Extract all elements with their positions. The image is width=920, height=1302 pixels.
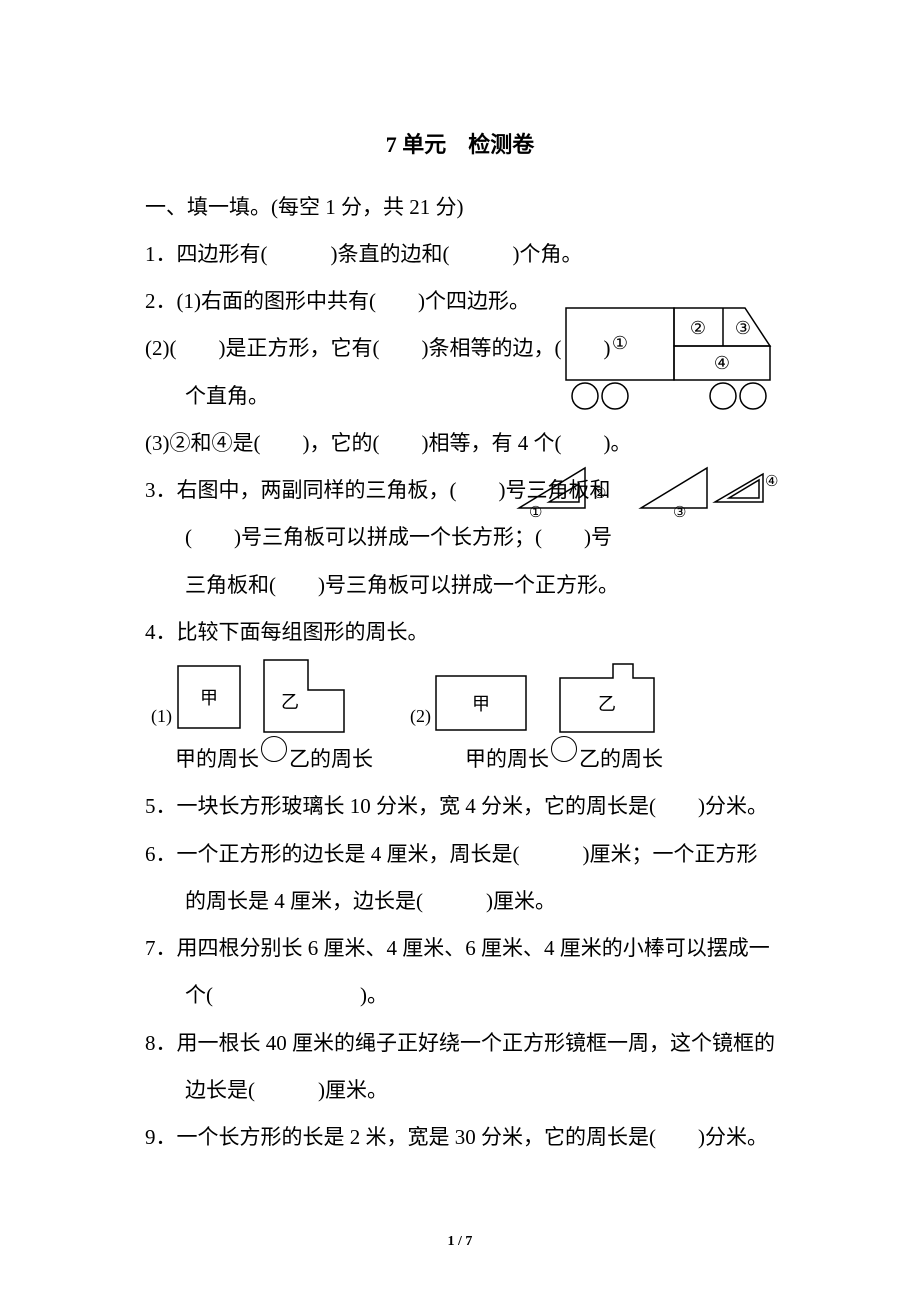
q9: 9．一个长方形的长是 2 米，宽是 30 分米，它的周长是( )分米。 bbox=[145, 1114, 775, 1161]
q2-3: (3)②和④是( )，它的( )相等，有 4 个( )。 bbox=[145, 420, 775, 467]
section-1-header: 一、填一填。(每空 1 分，共 21 分) bbox=[145, 184, 775, 231]
q4-cmp2-b: 乙的周长 bbox=[579, 736, 663, 783]
q4-cmp2-a: 甲的周长 bbox=[465, 736, 549, 783]
q3c: 三角板和( )号三角板可以拼成一个正方形。 bbox=[145, 562, 775, 609]
q4-prefix-2: (2) bbox=[410, 696, 431, 737]
compare-circle-icon bbox=[261, 736, 287, 762]
tri-label-2: ② bbox=[593, 486, 606, 502]
q4-cmp1-a: 甲的周长 bbox=[175, 736, 259, 783]
label-yi-2: 乙 bbox=[598, 694, 616, 714]
truck-label-1: ① bbox=[612, 333, 628, 353]
q4-1-yi-shape: 乙 bbox=[258, 656, 350, 736]
q7b: 个( )。 bbox=[145, 972, 775, 1019]
q6b: 的周长是 4 厘米，边长是( )厘米。 bbox=[145, 878, 775, 925]
q5: 5．一块长方形玻璃长 10 分米，宽 4 分米，它的周长是( )分米。 bbox=[145, 783, 775, 830]
q1: 1．四边形有( )条直的边和( )个角。 bbox=[145, 231, 775, 278]
q4-2-jia-shape: 甲 bbox=[431, 670, 531, 736]
tri-label-3: ③ bbox=[673, 505, 686, 518]
page-footer: 1 / 7 bbox=[0, 1226, 920, 1258]
q4-cmp1-b: 乙的周长 bbox=[289, 736, 373, 783]
label-yi: 乙 bbox=[281, 692, 299, 712]
figure-triangles: ① ② ③ ④ bbox=[515, 462, 780, 518]
q7a: 7．用四根分别长 6 厘米、4 厘米、6 厘米、4 厘米的小棒可以摆成一 bbox=[145, 925, 775, 972]
page: 7 单元 检测卷 一、填一填。(每空 1 分，共 21 分) 1．四边形有( )… bbox=[0, 0, 920, 1302]
q8a: 8．用一根长 40 厘米的绳子正好绕一个正方形镜框一周，这个镜框的 bbox=[145, 1020, 775, 1067]
q4-prefix-1: (1) bbox=[151, 696, 172, 737]
q6a: 6．一个正方形的边长是 4 厘米，周长是( )厘米；一个正方形 bbox=[145, 831, 775, 878]
tri-label-4: ④ bbox=[765, 474, 778, 490]
q4-shapes-row: (1) 甲 乙 (2) 甲 乙 bbox=[145, 656, 775, 736]
q4-header: 4．比较下面每组图形的周长。 bbox=[145, 609, 775, 656]
q8b: 边长是( )厘米。 bbox=[145, 1067, 775, 1114]
q4-2-yi-shape: 乙 bbox=[555, 660, 659, 736]
truck-label-2: ② bbox=[690, 318, 706, 338]
label-jia: 甲 bbox=[200, 688, 218, 708]
tri-label-1: ① bbox=[529, 505, 542, 518]
figure-truck: ① ② ③ ④ bbox=[563, 302, 778, 414]
truck-label-3: ③ bbox=[735, 318, 751, 338]
label-jia-2: 甲 bbox=[472, 694, 490, 714]
q3b: ( )号三角板可以拼成一个长方形；( )号 bbox=[145, 514, 775, 561]
doc-title: 7 单元 检测卷 bbox=[145, 120, 775, 170]
q4-compare-row: 甲的周长 乙的周长 甲的周长 乙的周长 bbox=[145, 736, 775, 783]
compare-circle-icon bbox=[551, 736, 577, 762]
truck-label-4: ④ bbox=[714, 353, 730, 373]
q4-1-jia-shape: 甲 bbox=[172, 662, 244, 736]
